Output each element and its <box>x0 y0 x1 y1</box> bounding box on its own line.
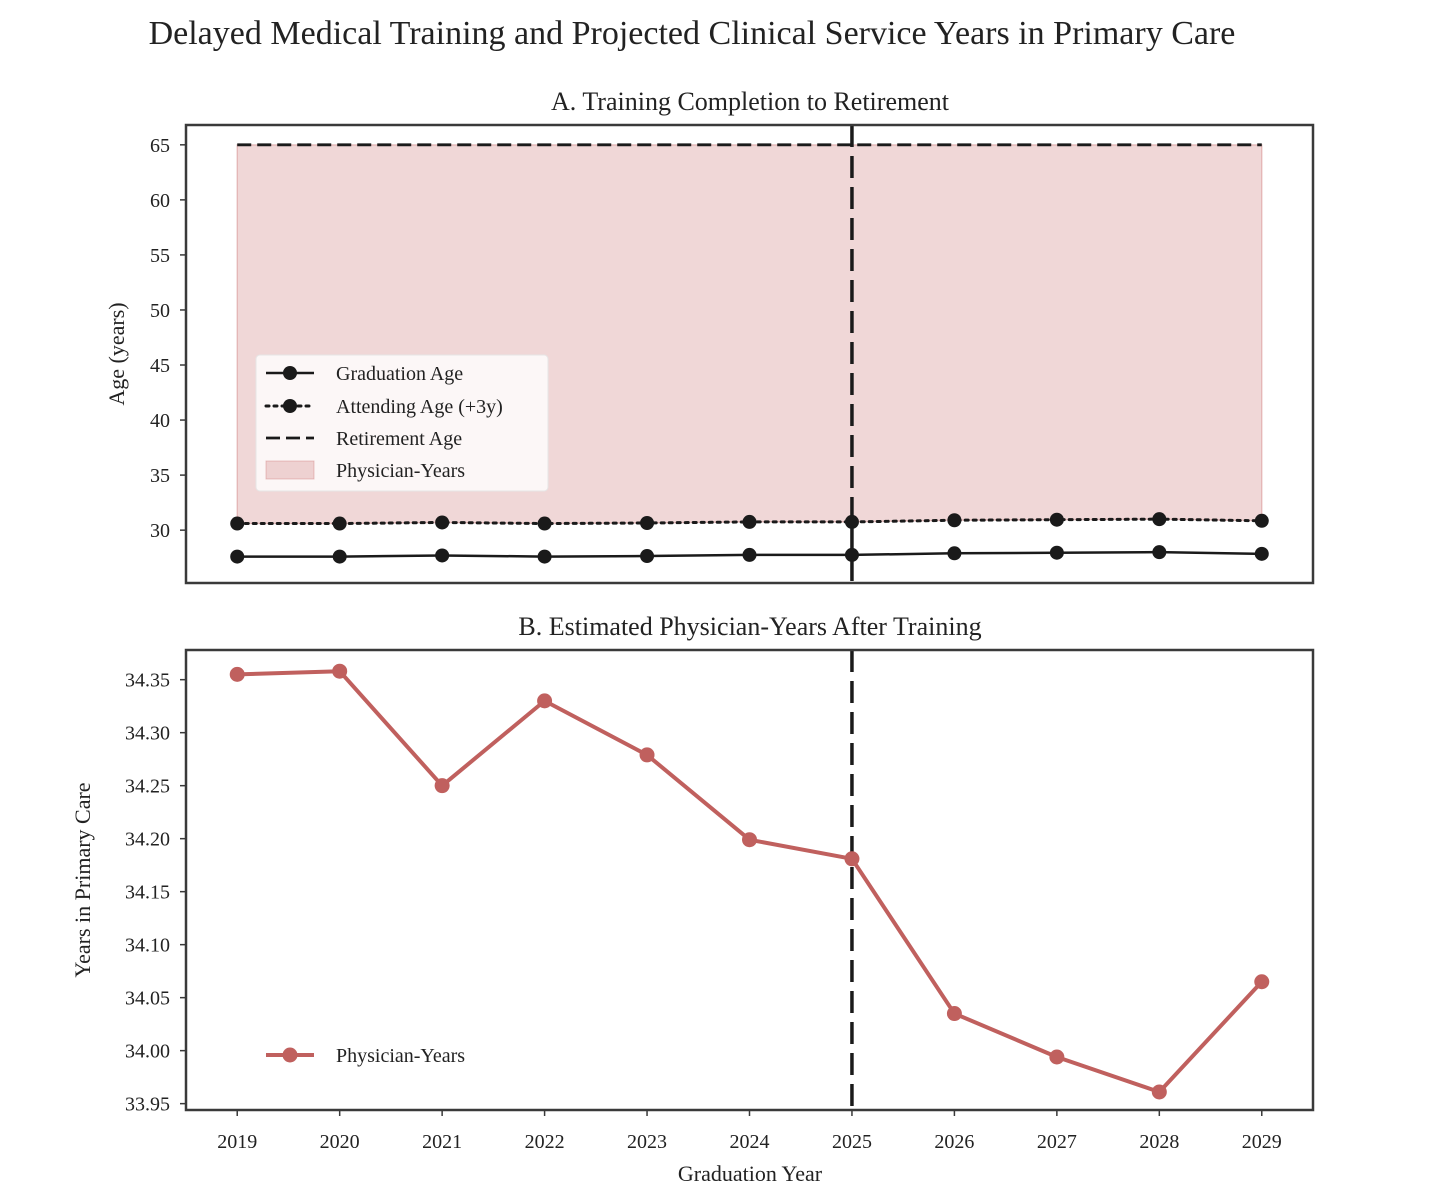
series-1-point-2025 <box>844 514 859 529</box>
panel-b-ytick-label: 33.95 <box>125 1094 170 1116</box>
panel-b-legend: Physician-Years <box>266 1045 465 1067</box>
legend-label-0: Graduation Age <box>336 363 463 385</box>
panel-a-ytick-label: 45 <box>150 355 170 377</box>
series-1-point-2028 <box>1152 512 1167 527</box>
series-1-point-2029 <box>1254 513 1269 528</box>
panel-b-ytick-label: 34.00 <box>125 1041 170 1063</box>
series-1-point-2019 <box>230 516 245 531</box>
series-0-point-2026 <box>947 546 962 561</box>
physician-years-point-2026 <box>946 1006 962 1022</box>
series-1-point-2020 <box>332 516 347 531</box>
legend-marker-1 <box>283 399 297 413</box>
series-0-point-2029 <box>1254 546 1269 561</box>
panel-a-ytick-label: 30 <box>150 520 170 542</box>
x-tick-label: 2025 <box>832 1131 872 1153</box>
panel-b-ytick-label: 34.05 <box>125 988 170 1010</box>
panel-a-ytick-label: 60 <box>150 190 170 212</box>
series-0-point-2021 <box>435 548 450 563</box>
panel-a-ytick-label: 65 <box>150 135 170 157</box>
physician-years-point-2022 <box>537 693 553 709</box>
physician-years-line <box>237 669 1264 1094</box>
panel-a-ytick-label: 35 <box>150 465 170 487</box>
panel-b: B. Estimated Physician-Years After Train… <box>70 612 1315 1186</box>
series-0-point-2028 <box>1152 545 1167 560</box>
physician-years-point-2023 <box>639 747 655 763</box>
series-1-point-2023 <box>640 515 655 530</box>
x-tick-label: 2029 <box>1242 1131 1282 1153</box>
panel-a-ytick-label: 40 <box>150 410 170 432</box>
series-1-point-2026 <box>947 513 962 528</box>
panel-b-ytick-label: 34.35 <box>125 670 170 692</box>
series-0-point-2024 <box>742 547 757 562</box>
x-tick-label: 2019 <box>217 1131 257 1153</box>
panel-b-frame <box>184 648 1315 1112</box>
panel-a-legend-box <box>255 354 549 492</box>
x-tick-label: 2024 <box>730 1131 770 1153</box>
legend-marker-0 <box>283 366 297 380</box>
physician-years-point-2028 <box>1151 1084 1167 1100</box>
legend-b-label: Physician-Years <box>336 1045 465 1067</box>
panel-a-frame <box>184 123 1315 585</box>
physician-years-point-2020 <box>332 663 348 679</box>
panel-a-title: A. Training Completion to Retirement <box>551 87 950 116</box>
series-0-point-2020 <box>332 549 347 564</box>
series-0-point-2022 <box>537 549 552 564</box>
physician-years-point-2029 <box>1254 974 1270 990</box>
panel-a-ytick-label: 50 <box>150 300 170 322</box>
physician-years-point-2021 <box>434 778 450 794</box>
x-tick-label: 2027 <box>1037 1131 1077 1153</box>
series-1-point-2021 <box>435 515 450 530</box>
x-tick-label: 2021 <box>422 1131 462 1153</box>
series-0-point-2027 <box>1049 545 1064 560</box>
panel-b-xlabel: Graduation Year <box>678 1161 823 1186</box>
series-0-point-2019 <box>230 549 245 564</box>
legend-swatch-fill <box>265 460 315 480</box>
x-tick-label: 2020 <box>320 1131 360 1153</box>
panel-a: A. Training Completion to Retirement Age… <box>104 87 1315 585</box>
panel-b-ytick-label: 34.25 <box>125 776 170 798</box>
x-tick-label: 2023 <box>627 1131 667 1153</box>
series-1-point-2024 <box>742 514 757 529</box>
legend-label-fill: Physician-Years <box>336 460 465 482</box>
physician-years-point-2024 <box>742 832 757 848</box>
panel-a-legend: Graduation Age Attending Age (+3y) Retirem… <box>255 354 549 492</box>
panel-b-ylabel: Years in Primary Care <box>70 782 95 977</box>
panel-b-ytick-label: 34.10 <box>125 935 170 957</box>
x-tick-label: 2026 <box>934 1131 974 1153</box>
series-0-point-2025 <box>844 547 859 562</box>
x-tick-label: 2028 <box>1139 1131 1179 1153</box>
panel-a-ytick-label: 55 <box>150 245 170 267</box>
series-1-point-2022 <box>537 516 552 531</box>
panel-b-title: B. Estimated Physician-Years After Train… <box>518 612 981 641</box>
x-tick-label: 2022 <box>525 1131 565 1153</box>
panel-b-ytick-label: 34.20 <box>125 829 170 851</box>
figure-title: Delayed Medical Training and Projected C… <box>149 15 1236 52</box>
legend-label-1: Attending Age (+3y) <box>336 396 503 418</box>
series-1-point-2027 <box>1049 512 1064 527</box>
panel-b-ytick-label: 34.30 <box>125 723 170 745</box>
legend-b-marker <box>282 1047 298 1063</box>
legend-label-2: Retirement Age <box>336 428 462 450</box>
physician-years-point-2027 <box>1049 1049 1065 1065</box>
physician-years-point-2019 <box>229 666 245 682</box>
panel-b-ytick-label: 34.15 <box>125 882 170 904</box>
panel-a-ylabel: Age (years) <box>104 302 129 405</box>
series-0-point-2023 <box>640 549 655 564</box>
physician-years-point-2025 <box>844 851 860 867</box>
